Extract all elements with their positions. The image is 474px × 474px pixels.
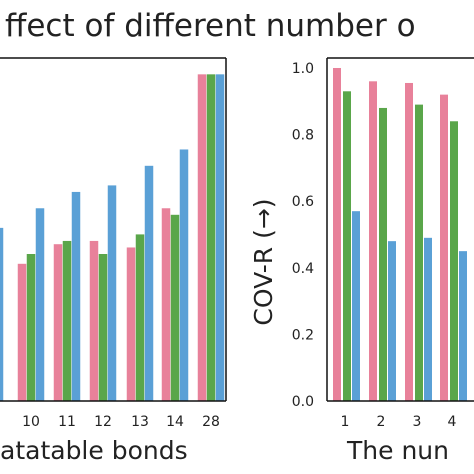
right-chart-xlabel: The nun <box>346 436 449 465</box>
left-chart-xlabel: atatable bonds <box>0 436 188 465</box>
right-bar-s2-c1 <box>388 241 396 401</box>
right-bar-s1-c0 <box>343 91 351 402</box>
left-bar-s2-c4 <box>144 165 154 401</box>
right-ytick-label: 1.0 <box>292 61 314 77</box>
left-chart-bars <box>0 74 225 401</box>
left-bar-s2-c1 <box>35 208 45 401</box>
left-xtick-label: 28 <box>202 414 220 430</box>
right-ytick-label: 0.8 <box>292 128 314 144</box>
left-bar-s2-c5 <box>179 149 189 401</box>
left-bar-s0-c3 <box>89 240 99 401</box>
right-xtick-label: 2 <box>377 414 386 430</box>
right-bar-s0-c0 <box>333 67 341 401</box>
left-bar-s2-c2 <box>71 191 81 401</box>
right-chart-xticks: 1 2 3 4 <box>341 414 457 430</box>
right-bar-s2-c2 <box>424 237 432 401</box>
right-bar-s0-c2 <box>405 82 413 401</box>
left-bar-s2-c0 <box>0 227 4 401</box>
right-ytick-label: 0.4 <box>292 261 314 277</box>
right-chart-bars <box>333 67 467 402</box>
left-xtick-label: 11 <box>58 414 76 430</box>
figure-title: ffect of different number o <box>5 8 416 44</box>
left-bar-s0-c2 <box>53 244 63 401</box>
left-bar-s0-c5 <box>161 208 171 401</box>
right-xtick-label: 4 <box>448 414 457 430</box>
right-chart-panel: 0.0 0.2 0.4 0.6 0.8 1.0 1 2 3 4 COV-R (→) The nu… <box>249 57 474 465</box>
left-bar-s0-c4 <box>126 247 136 401</box>
right-xtick-label: 1 <box>341 414 350 430</box>
right-bar-s1-c3 <box>450 121 458 401</box>
right-bar-s1-c1 <box>379 107 387 402</box>
right-ytick-label: 0.6 <box>292 194 314 210</box>
right-bar-s0-c1 <box>369 81 377 402</box>
right-chart-yticks: 0.0 0.2 0.4 0.6 0.8 1.0 <box>292 61 314 410</box>
left-bar-s1-c6 <box>206 74 216 401</box>
right-bar-s1-c2 <box>415 104 423 401</box>
left-bar-s1-c3 <box>98 254 108 401</box>
right-chart-ylabel: COV-R (→) <box>249 198 278 325</box>
left-bar-s0-c6 <box>197 74 207 401</box>
right-bar-s2-c0 <box>352 211 360 401</box>
left-xtick-label: 13 <box>131 414 149 430</box>
left-bar-s1-c5 <box>170 214 180 401</box>
right-ytick-label: 0.2 <box>292 327 314 343</box>
right-bar-s2-c3 <box>459 251 467 401</box>
left-xtick-label: 12 <box>94 414 112 430</box>
left-xtick-label: 10 <box>22 414 40 430</box>
right-bar-s0-c3 <box>440 94 448 401</box>
left-chart-panel: 10 11 12 13 14 28 atatable bonds <box>0 57 227 465</box>
left-bar-s1-c1 <box>26 254 36 401</box>
right-ytick-label: 0.0 <box>292 394 314 410</box>
right-xtick-label: 3 <box>413 414 422 430</box>
left-bar-s1-c4 <box>135 234 145 401</box>
left-chart-xticks: 10 11 12 13 14 28 <box>22 414 220 430</box>
left-bar-s1-c2 <box>62 240 72 401</box>
left-bar-s0-c1 <box>17 263 27 401</box>
left-bar-s2-c3 <box>107 185 117 401</box>
left-bar-s2-c6 <box>215 74 225 401</box>
left-xtick-label: 14 <box>166 414 184 430</box>
